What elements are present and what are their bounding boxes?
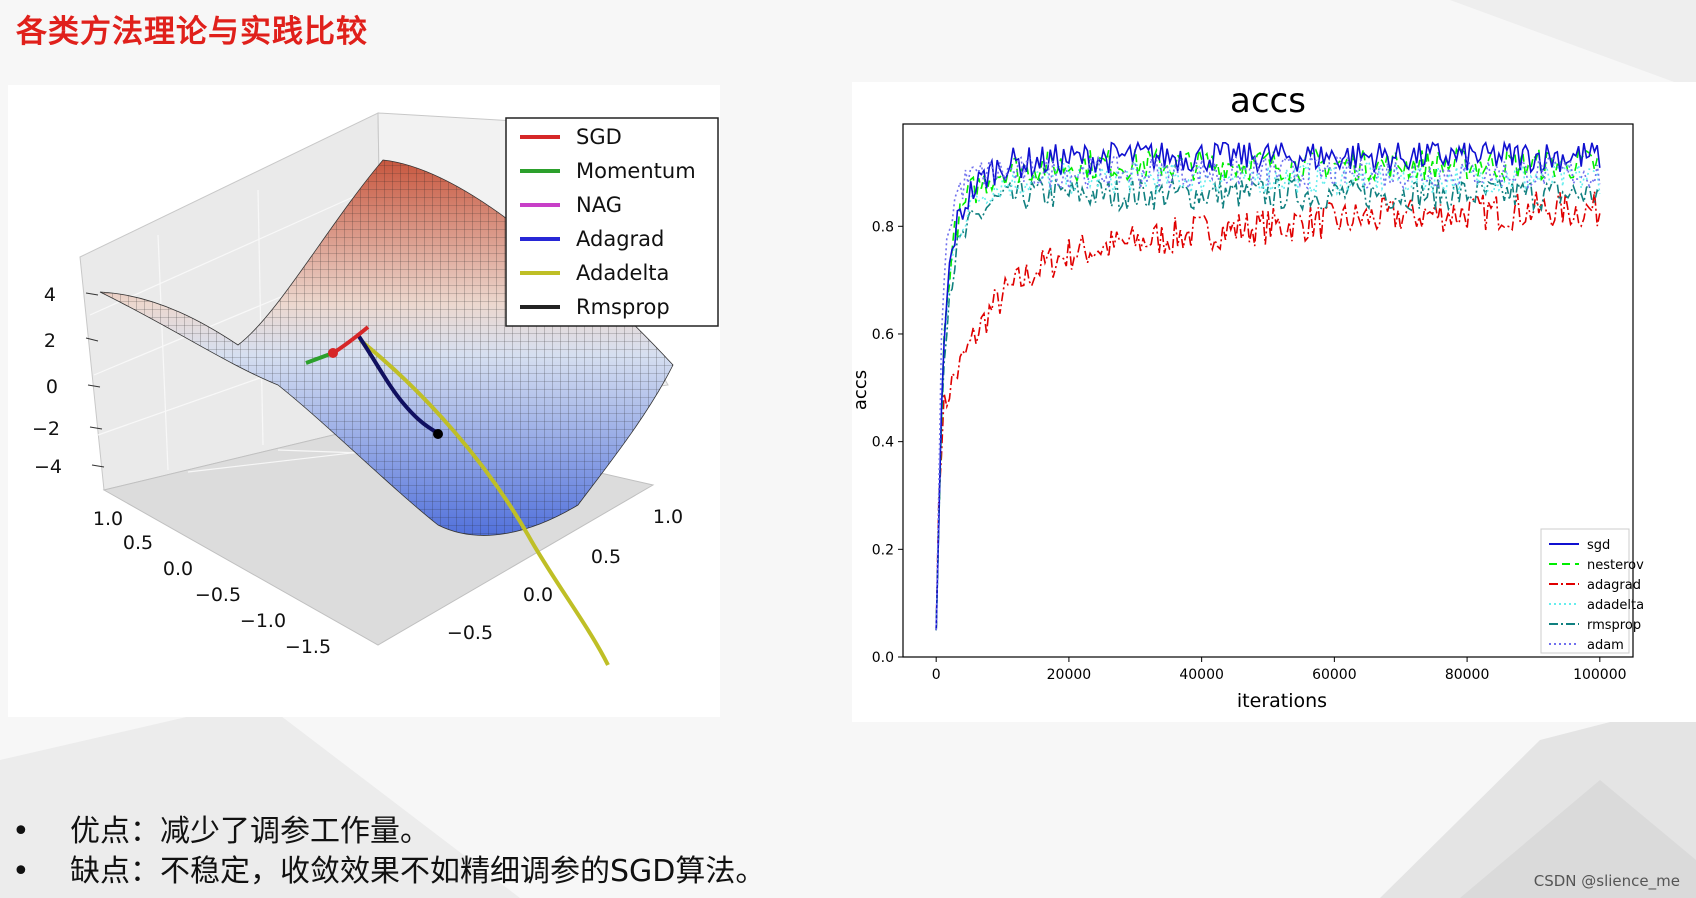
y-tick-label: 0.6 <box>872 327 894 343</box>
x-tick-label: 80000 <box>1445 667 1490 683</box>
legend-label: Adadelta <box>576 261 669 285</box>
z-axis-tick-labels: 4 2 0 −2 −4 <box>32 284 62 478</box>
series-line-sgd <box>935 140 1601 631</box>
series-line-adagrad <box>935 191 1601 631</box>
bullet-pros: • 优点：减少了调参工作量。 <box>12 812 765 852</box>
legend-label: adagrad <box>1587 578 1641 593</box>
watermark: CSDN @slience_me <box>1533 872 1680 890</box>
x-axis-label: iterations <box>1237 690 1327 712</box>
y-tick-label: 0.2 <box>872 542 894 558</box>
x-tick-label: −0.5 <box>195 584 241 606</box>
x-tick-label: 100000 <box>1573 667 1626 683</box>
surface-chart-panel: 4 2 0 −2 −4 1.0 0.5 0.0 −0.5 −1.0 −1.5 1.0 0.5 0.0−… <box>8 85 720 717</box>
trajectory-rmsprop-end <box>433 429 443 439</box>
chart-title: accs <box>1230 82 1306 121</box>
legend-label: adadelta <box>1587 598 1644 613</box>
y-axis-label: accs <box>852 370 871 410</box>
x-tick-label: −1.5 <box>285 636 331 658</box>
accs-legend: sgd nesterov adagrad adadelta rmsprop adam <box>1540 528 1644 654</box>
trajectory-rmsprop <box>356 333 439 435</box>
accs-line-chart: accs iterations accs 0 20000 40000 60000 800… <box>850 81 1644 712</box>
z-tick-label: −2 <box>32 418 60 440</box>
bullet-pros-text: 优点：减少了调参工作量。 <box>70 814 430 849</box>
x-tick-label: 20000 <box>1047 667 1092 683</box>
legend-label: Momentum <box>576 159 696 183</box>
x-tick-label: −1.0 <box>240 610 286 632</box>
x-tick-label: 0.5 <box>123 532 153 554</box>
legend-label: sgd <box>1587 538 1610 553</box>
legend-label: NAG <box>576 193 622 217</box>
legend-label: nesterov <box>1587 558 1644 573</box>
series-line-adam <box>935 154 1601 631</box>
z-tick-label: 2 <box>44 330 56 352</box>
bullet-cons: • 缺点：不稳定，收敛效果不如精细调参的SGD算法。 <box>12 852 765 892</box>
bullet-marker: • <box>12 814 30 849</box>
y-axis-tick-labels: 1.0 0.5 0.0 −0.5 <box>447 506 683 644</box>
bullet-marker: • <box>12 854 30 889</box>
slide-title: 各类方法理论与实践比较 <box>16 14 368 50</box>
legend-label: adam <box>1587 638 1624 653</box>
series-line-rmsprop <box>935 176 1601 631</box>
y-tick-label: 0.5 <box>591 546 621 568</box>
z-tick-label: −4 <box>34 456 62 478</box>
x-tick-label: 0 <box>932 667 941 683</box>
legend-label: Rmsprop <box>576 295 670 319</box>
bullet-list: • 优点：减少了调参工作量。 • 缺点：不稳定，收敛效果不如精细调参的SGD算法。 <box>12 812 765 892</box>
saddle-surface-outline <box>99 159 674 536</box>
legend-label: rmsprop <box>1587 618 1641 633</box>
trajectory-sgd-start <box>328 348 338 358</box>
x-tick-label: 1.0 <box>93 508 123 530</box>
bullet-cons-text: 缺点：不稳定，收敛效果不如精细调参的SGD算法。 <box>70 854 766 889</box>
y-tick-label: 0.8 <box>872 219 894 235</box>
x-tick-label: 0.0 <box>163 558 193 580</box>
surface-3d-chart: 420−2−4 1.00.50.0−0.5−1.0−1.5 1.00.50.0−… <box>32 112 719 666</box>
x-axis-tick-labels: 1.00.5 0.0−0.5 −1.0 −1.5 <box>93 508 331 658</box>
series-line-nesterov <box>935 146 1601 631</box>
legend-label: Adagrad <box>576 227 664 251</box>
accs-chart-panel: accs iterations accs 0 20000 40000 60000 800… <box>850 81 1696 722</box>
y-tick-label: 0.0 <box>523 584 553 606</box>
y-tick-label: −0.5 <box>447 622 493 644</box>
trajectory-adadelta <box>358 338 610 666</box>
legend-label: SGD <box>576 125 622 149</box>
surface-legend: SGD Momentum NAG Adagrad Adadelta Rmsprop <box>505 117 719 327</box>
x-tick-label: 40000 <box>1179 667 1224 683</box>
z-tick-label: 4 <box>44 284 56 306</box>
z-tick-label: 0 <box>46 376 58 398</box>
y-tick-label: 0.0 <box>872 650 894 666</box>
y-tick-label: 0.4 <box>872 435 894 451</box>
y-tick-label: 1.0 <box>653 506 683 528</box>
plot-area <box>902 123 1634 658</box>
x-tick-label: 60000 <box>1312 667 1357 683</box>
